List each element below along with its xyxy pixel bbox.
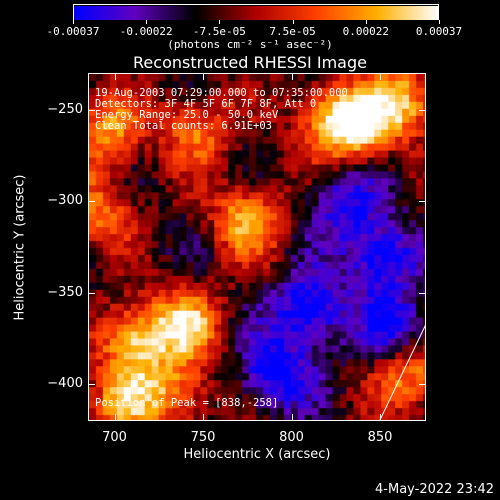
y-tick <box>88 384 95 386</box>
x-tick <box>203 414 205 421</box>
colorbar-tick <box>365 20 367 24</box>
colorbar-units: (photons cm⁻² s⁻¹ asec⁻²) <box>167 38 333 51</box>
heatmap-frame: 19-Aug-2003 07:29:00.000 to 07:35:00.000… <box>88 73 426 421</box>
heatmap-image <box>89 74 425 420</box>
x-tick <box>291 414 293 421</box>
colorbar-tick-label: -7.5e-05 <box>192 25 246 38</box>
x-tick <box>379 73 381 80</box>
x-tick <box>114 73 116 80</box>
info-detectors: Detectors: 3F 4F 5F 6F 7F 8F, Att 0 <box>95 98 317 110</box>
y-tick-label: −250 <box>47 101 83 117</box>
y-tick <box>419 292 426 294</box>
y-tick <box>419 109 426 111</box>
x-tick <box>114 414 116 421</box>
info-energy-range: Energy Range: 25.0 - 50.0 keV <box>95 109 279 121</box>
peak-position: Position of Peak = [838,-258] <box>95 397 279 409</box>
colorbar-tick-label: -0.00037 <box>46 25 100 38</box>
y-tick-label: −300 <box>47 193 83 209</box>
colorbar <box>73 4 439 20</box>
x-tick <box>379 414 381 421</box>
x-tick-label: 850 <box>367 430 393 445</box>
x-tick-label: 700 <box>102 430 127 445</box>
colorbar-tick <box>439 20 440 24</box>
x-tick <box>291 73 293 80</box>
y-tick-label: −350 <box>47 284 83 300</box>
colorbar-tick-label: 7.5e-05 <box>269 25 316 38</box>
colorbar-tick <box>146 20 148 24</box>
y-tick <box>419 384 426 386</box>
x-axis-title: Heliocentric X (arcsec) <box>183 447 331 462</box>
colorbar-tick-label: 0.00022 <box>342 25 389 38</box>
timestamp: 4-May-2022 23:42 <box>375 482 494 497</box>
x-tick-label: 800 <box>279 430 304 445</box>
limb-line <box>379 325 425 420</box>
y-tick <box>88 201 95 203</box>
y-tick <box>88 292 95 294</box>
y-axis-title: Heliocentric Y (arcsec) <box>12 174 28 321</box>
y-tick <box>88 109 95 111</box>
info-time-range: 19-Aug-2003 07:29:00.000 to 07:35:00.000 <box>95 87 348 99</box>
x-tick <box>203 73 205 80</box>
colorbar-tick <box>73 20 74 24</box>
info-counts: Clean Total counts: 6.91E+03 <box>95 120 273 132</box>
colorbar-tick <box>219 20 221 24</box>
colorbar-tick <box>292 20 294 24</box>
colorbar-gradient <box>74 6 438 20</box>
colorbar-tick-label: 0.00037 <box>415 25 463 38</box>
y-tick <box>419 201 426 203</box>
x-tick-label: 750 <box>190 430 216 445</box>
colorbar-tick-label: -0.00022 <box>119 25 173 38</box>
y-tick-label: −400 <box>47 376 83 392</box>
plot-title: Reconstructed RHESSI Image <box>133 53 367 72</box>
